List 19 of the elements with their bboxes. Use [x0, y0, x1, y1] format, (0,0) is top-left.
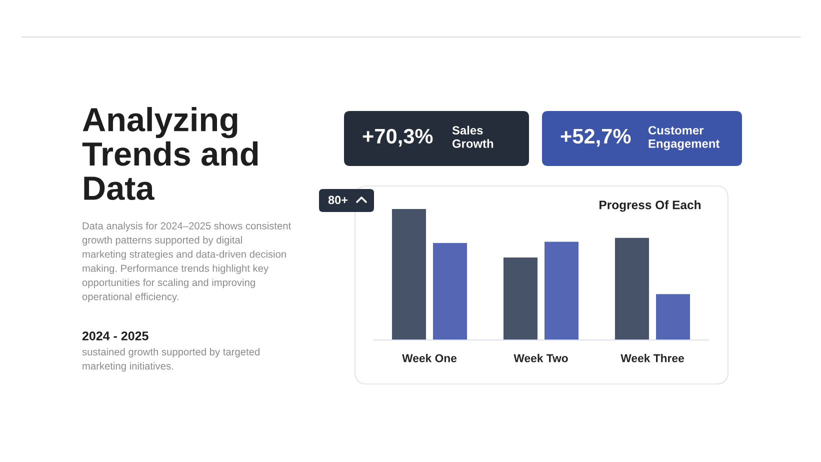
chart-title: Progress Of Each: [600, 200, 701, 212]
bar: [433, 243, 468, 340]
bar: [656, 294, 690, 340]
text: sustained growth supported by targeted marketing initiatives.: [82, 348, 260, 372]
x-tick-label: Week Three: [620, 354, 684, 362]
bar: [503, 257, 538, 340]
text: Customer Engagement: [648, 126, 720, 150]
bar: [614, 238, 649, 340]
bar: [544, 242, 579, 340]
text: Sales Growth: [452, 126, 494, 148]
x-tick-label: Week One: [402, 354, 457, 362]
text: +52,7%: [560, 128, 631, 147]
text: Data analysis for 2024–2025 shows consistent growth patterns supported by digital marketing strategies and data-driven decision making. Performance trends highlight key opportunities for scaling and improving operational efficiency.: [82, 222, 292, 302]
x-tick-label: Week Two: [514, 354, 568, 362]
text: 2024 - 2025: [82, 332, 148, 340]
text: +70,3%: [362, 128, 433, 147]
text: Analyzing Trends and Data: [82, 107, 258, 200]
text: 80+: [328, 196, 348, 204]
bar: [392, 209, 426, 340]
